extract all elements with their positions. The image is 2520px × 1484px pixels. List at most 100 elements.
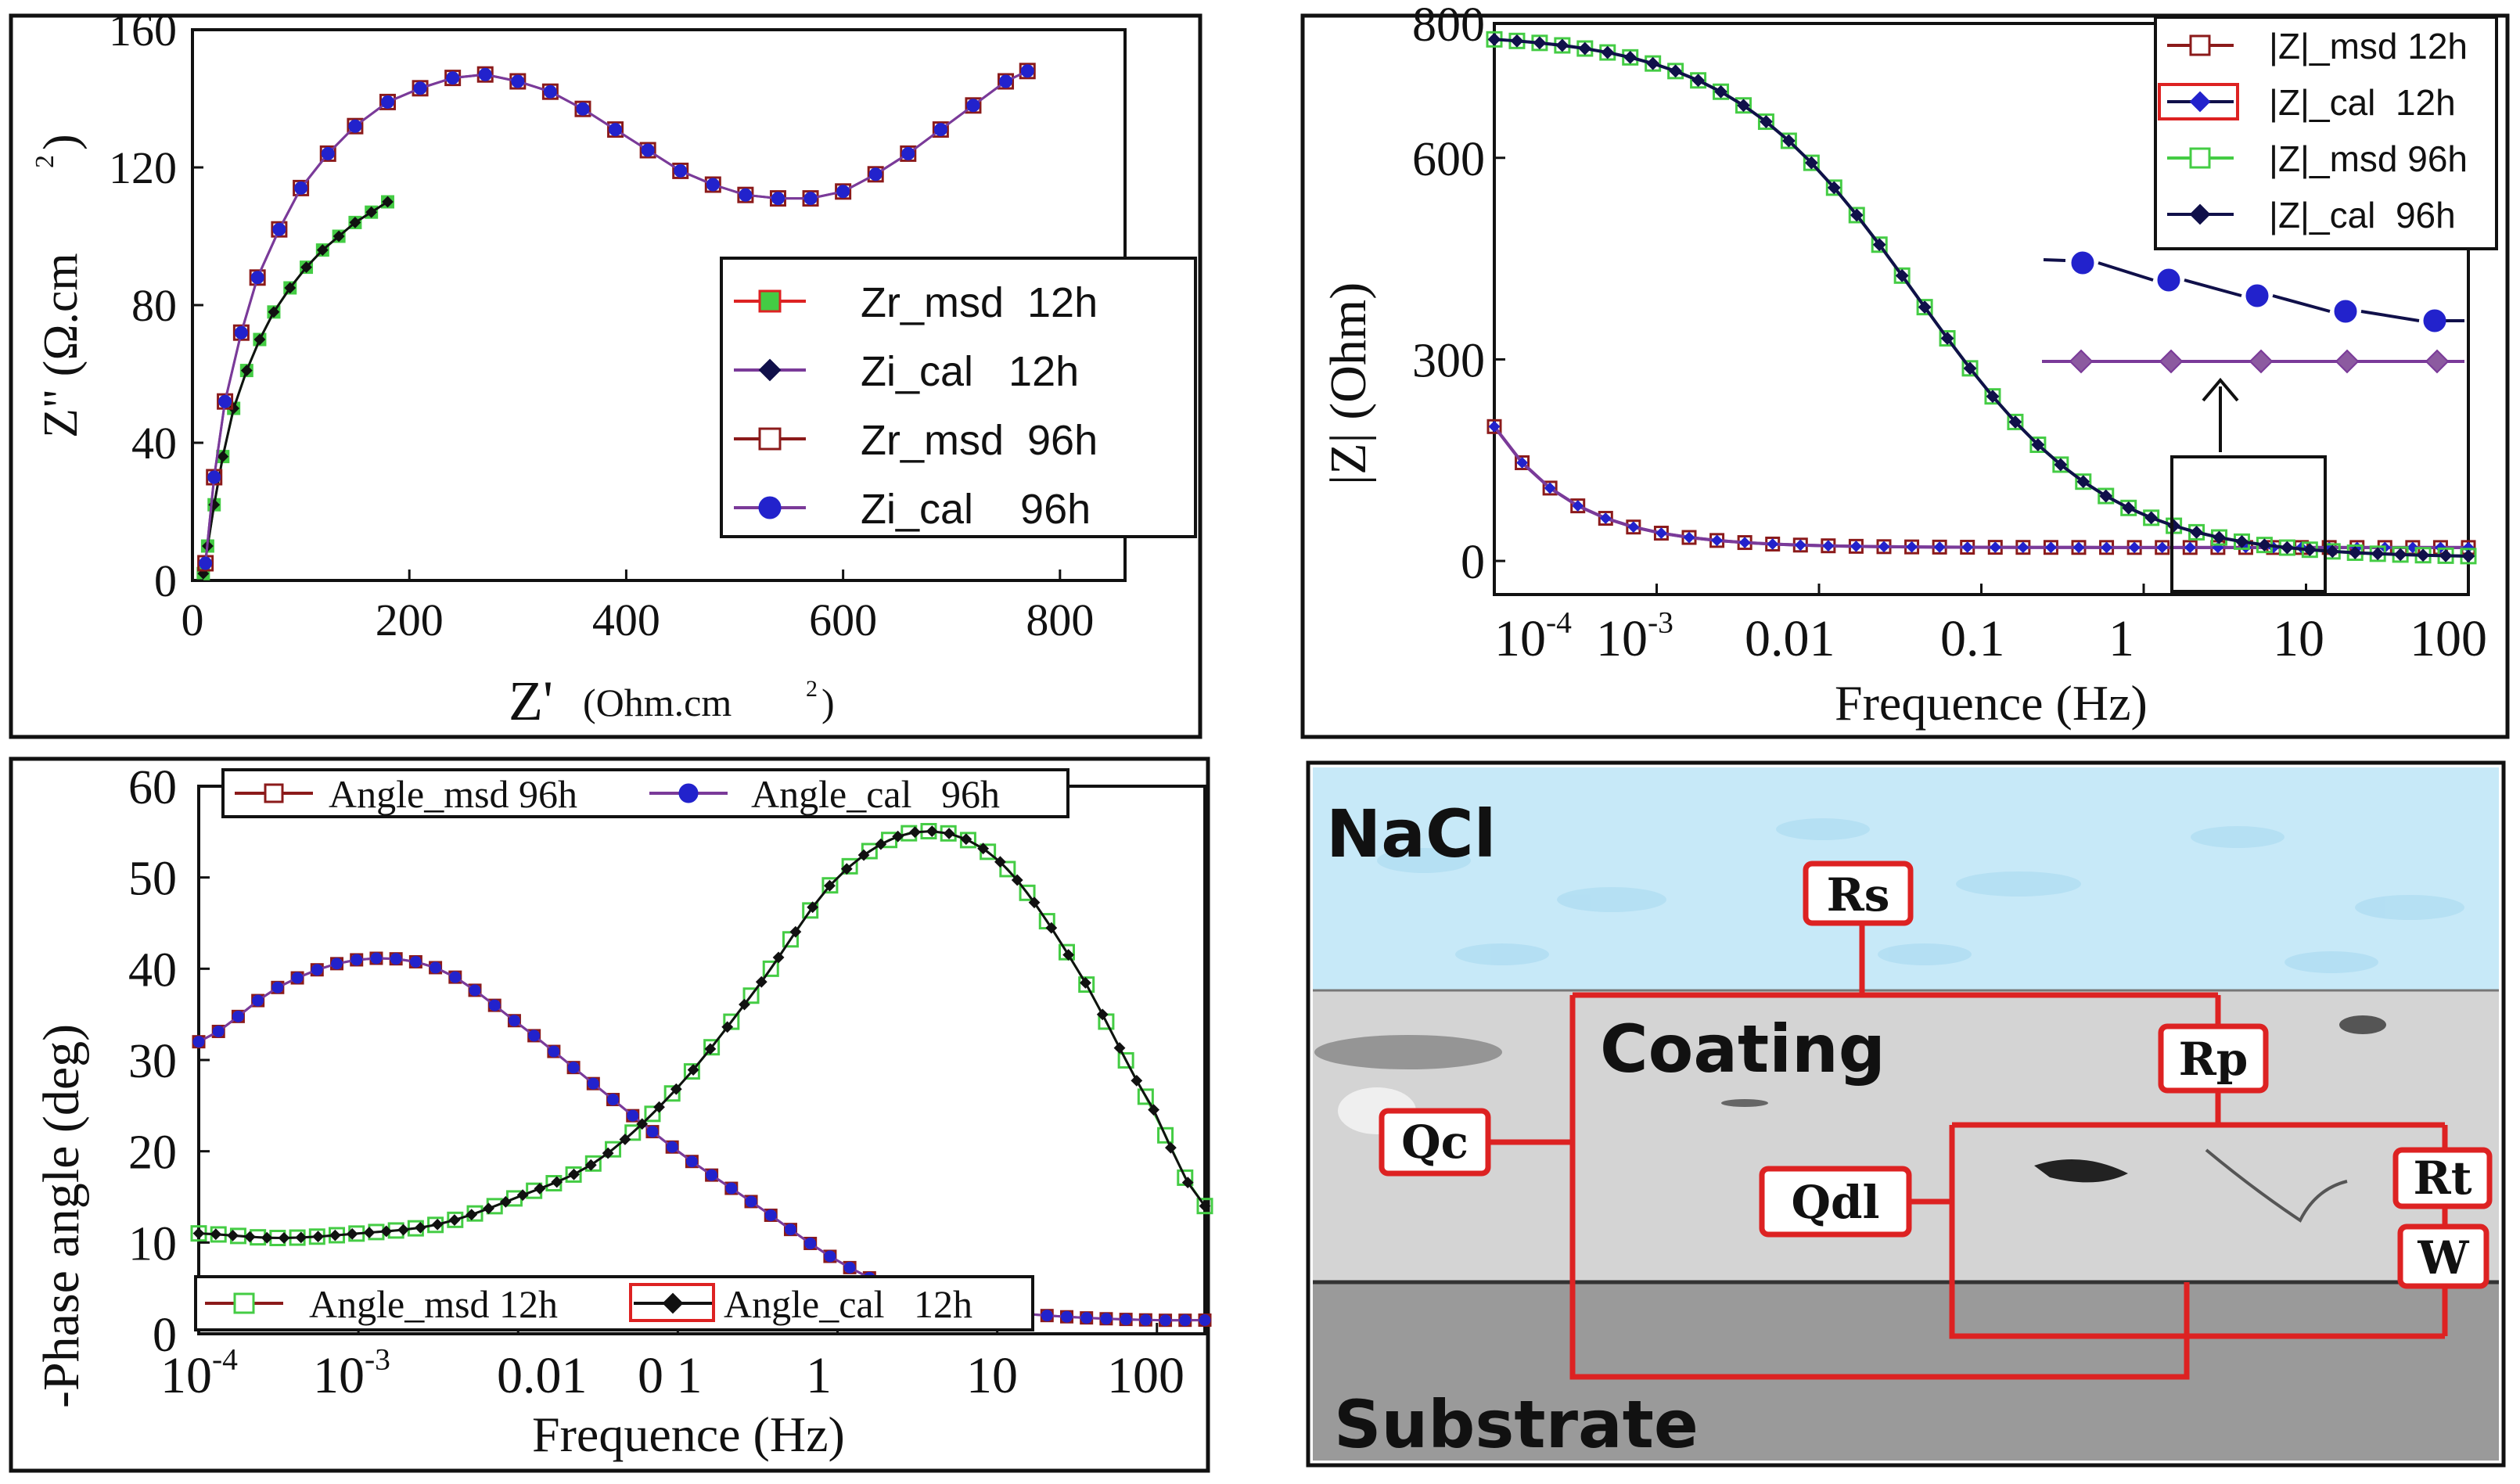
bode-mag-point bbox=[1544, 482, 1556, 494]
nyquist-point bbox=[294, 181, 308, 195]
nyquist-legend-items: Zr_msd 12h Zi_cal 12h Zr_msd 96h Zi_cal 96h bbox=[734, 279, 1098, 533]
bode-phase-point bbox=[841, 857, 858, 875]
bode-phase-point bbox=[1157, 1126, 1174, 1144]
bode-mag-point bbox=[1780, 132, 1797, 149]
bode-mag-point bbox=[2190, 525, 2203, 539]
bode-phase-ytick-label: 60 bbox=[128, 761, 177, 814]
bode-mag-point bbox=[1963, 361, 1977, 375]
nyquist-ylabel-close: ) bbox=[34, 134, 88, 150]
bode-mag-point bbox=[1645, 55, 1662, 72]
bode-phase-point bbox=[1117, 1051, 1134, 1069]
bode-mag-legend-label: |Z|_msd 12h bbox=[2269, 26, 2468, 66]
bode-mag-point bbox=[2031, 438, 2045, 451]
nyquist-point bbox=[576, 102, 590, 116]
nyquist-legend: Zr_msd 12h Zi_cal 12h Zr_msd 96h Zi_cal 96h bbox=[720, 257, 1197, 538]
bode-phase-ytick-label: 0 bbox=[153, 1309, 177, 1362]
bode-mag-point bbox=[2280, 541, 2294, 555]
bode-mag-point bbox=[1940, 332, 1954, 345]
nyquist-xtick-label: 600 bbox=[809, 595, 877, 645]
bode-mag-point bbox=[2416, 548, 2430, 562]
bode-phase-point bbox=[1148, 1104, 1160, 1116]
bode-mag-series-line bbox=[1493, 426, 2469, 549]
bode-mag-point bbox=[1825, 179, 1842, 196]
nyquist-point bbox=[349, 216, 361, 228]
bode-phase-point bbox=[551, 1176, 563, 1188]
bode-phase-point bbox=[764, 1209, 777, 1221]
nyquist-series-line bbox=[202, 200, 389, 574]
coating-label: Coating bbox=[1600, 1011, 1886, 1087]
bode-mag-point bbox=[1757, 113, 1774, 131]
bode-mag-point bbox=[2144, 511, 2159, 525]
bode-phase-point bbox=[261, 1231, 273, 1244]
bode-mag-point bbox=[1848, 207, 1865, 224]
qdl-label: Qdl bbox=[1791, 1176, 1879, 1229]
bode-mag-ytick-label: 0 bbox=[1461, 536, 1485, 589]
bode-phase-point bbox=[704, 1043, 717, 1055]
bode-phase-point bbox=[311, 964, 323, 976]
bode-mag-xtick-label: 100 bbox=[2410, 610, 2487, 667]
bode-phase-point bbox=[857, 849, 870, 861]
nyquist-point bbox=[639, 142, 656, 159]
nyquist-marks bbox=[196, 63, 1036, 580]
bode-phase-point bbox=[1159, 1314, 1172, 1327]
nyquist-point bbox=[316, 244, 329, 257]
bode-mag-inset-point bbox=[2335, 349, 2360, 374]
bode-mag-legend-box bbox=[2154, 16, 2498, 250]
nyquist-point bbox=[293, 179, 310, 196]
bode-mag-point bbox=[1555, 38, 1569, 52]
bode-mag-ylabel-group: |Z| (Ohm) bbox=[1320, 282, 1377, 485]
nyquist-ytick-label: 80 bbox=[131, 280, 177, 331]
bode-mag-point bbox=[1906, 541, 1918, 553]
bode-phase-point bbox=[703, 1039, 721, 1056]
bode-phase-point bbox=[508, 1015, 520, 1027]
bode-phase-point bbox=[706, 1169, 718, 1181]
bode-phase-point bbox=[602, 1147, 614, 1159]
nyquist-point bbox=[253, 333, 266, 346]
nyquist-point bbox=[321, 146, 335, 160]
bode-phase-point bbox=[331, 958, 343, 970]
nyquist-point bbox=[541, 83, 559, 100]
bode-mag-point bbox=[2156, 541, 2169, 554]
bode-phase-point bbox=[840, 863, 853, 875]
rp-label: Rp bbox=[2179, 1033, 2249, 1086]
bode-phase-point bbox=[516, 1189, 529, 1202]
nyquist-point bbox=[932, 121, 949, 138]
bode-mag-point bbox=[2045, 541, 2057, 554]
nyquist-point bbox=[868, 167, 883, 181]
bode-mag-point bbox=[1871, 236, 1888, 253]
bode-mag-point bbox=[2167, 519, 2181, 533]
bode-mag-inset-point bbox=[2423, 309, 2446, 332]
bode-phase-frame bbox=[9, 756, 1210, 1473]
bode-phase-point bbox=[745, 1195, 757, 1208]
bode-mag-point bbox=[1781, 134, 1796, 148]
nyquist-point bbox=[446, 71, 460, 85]
bode-phase-point bbox=[447, 1211, 464, 1228]
rs-element: Rs bbox=[1803, 861, 1914, 926]
circuit-wires bbox=[1488, 922, 2448, 1380]
bode-phase-xtick-label: 1 bbox=[806, 1347, 832, 1404]
nyquist-point bbox=[674, 163, 688, 178]
nyquist-ytick-label: 120 bbox=[109, 142, 177, 193]
bode-phase-point bbox=[243, 1231, 256, 1243]
bode-mag-point bbox=[1542, 480, 1558, 496]
nyquist-point bbox=[966, 99, 980, 113]
bode-mag-inset-point bbox=[2159, 349, 2184, 374]
nyquist-point bbox=[478, 67, 492, 81]
bode-mag-point bbox=[1986, 390, 2000, 404]
bode-mag-zoom-box bbox=[2170, 455, 2327, 593]
bode-mag-legend-label: |Z|_cal 96h bbox=[2269, 195, 2456, 235]
bode-phase-point bbox=[534, 1183, 546, 1195]
bode-mag-frame bbox=[1300, 13, 2510, 739]
nyquist-point bbox=[240, 365, 253, 377]
nyquist-point bbox=[380, 95, 394, 109]
bode-phase-point bbox=[725, 1182, 738, 1195]
nyquist-point bbox=[319, 145, 336, 162]
bode-phase-point bbox=[663, 1085, 681, 1102]
bode-phase-point bbox=[926, 825, 938, 838]
nyquist-xtick-label: 0 bbox=[182, 595, 204, 645]
bode-mag-inset-point bbox=[2069, 349, 2094, 374]
bode-mag-xtick-label: 0.1 bbox=[1940, 610, 2005, 667]
bode-phase-ytick-label: 40 bbox=[128, 943, 177, 997]
